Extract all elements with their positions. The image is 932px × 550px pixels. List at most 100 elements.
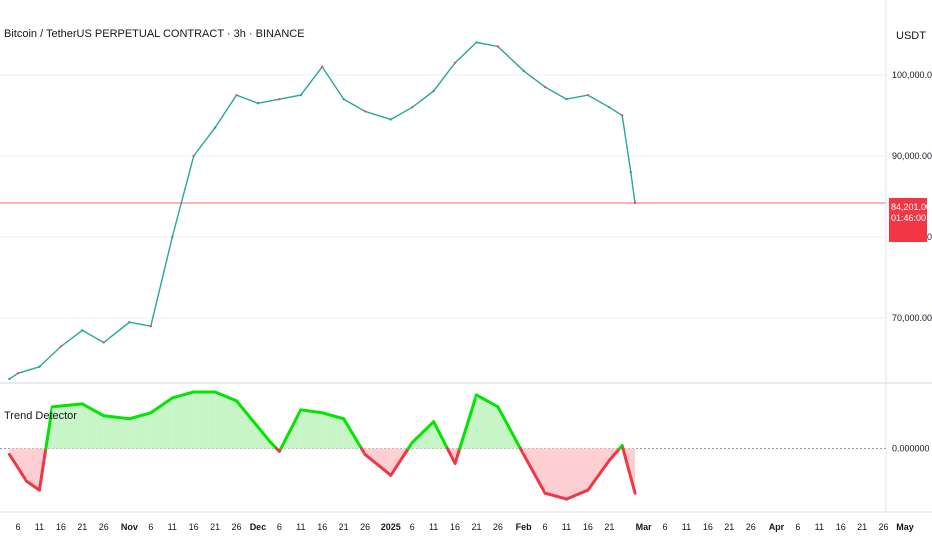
currency-label[interactable]: USDT — [896, 30, 926, 42]
time-tick-label: 16 — [317, 522, 327, 532]
price-point — [608, 106, 611, 109]
price-point — [235, 93, 238, 97]
time-tick-label: 26 — [99, 522, 109, 532]
time-tick-label: 21 — [210, 522, 220, 532]
price-point — [256, 102, 260, 105]
bull-fill-area — [82, 403, 104, 449]
time-tick-label: 16 — [703, 522, 713, 532]
last-price-value: 84,201.000000 — [891, 202, 932, 212]
bear-trend-line — [621, 447, 637, 495]
bull-trend-line — [102, 414, 131, 421]
time-tick-label: 21 — [471, 522, 481, 532]
price-point — [389, 118, 392, 121]
bull-trend-line — [235, 399, 273, 445]
price-point — [59, 345, 63, 348]
time-tick-label: 6 — [795, 522, 800, 532]
bull-trend-line — [496, 405, 522, 450]
price-point — [128, 320, 131, 324]
bull-trend-line — [320, 411, 346, 421]
trend-detector-pane[interactable] — [0, 390, 886, 501]
time-tick-label: 21 — [77, 522, 87, 532]
time-tick-label: 6 — [15, 522, 20, 532]
time-tick-label: 6 — [543, 522, 548, 532]
time-tick-label: 2025 — [381, 522, 401, 532]
bull-trend-line — [170, 390, 196, 400]
time-tick-label: Apr — [769, 522, 785, 532]
price-point — [81, 329, 84, 332]
bull-trend-line — [342, 417, 364, 450]
bear-trend-line — [389, 447, 410, 477]
price-point — [496, 45, 500, 48]
price-point — [565, 97, 568, 101]
bull-trend-line — [432, 420, 449, 450]
time-tick-label: 16 — [56, 522, 66, 532]
price-point — [453, 61, 457, 64]
time-tick-label: 16 — [583, 522, 593, 532]
time-tick-label: 26 — [879, 522, 889, 532]
time-tick-label: 6 — [663, 522, 668, 532]
price-point — [299, 93, 303, 97]
bull-trend-line — [44, 405, 54, 450]
bull-trend-line — [80, 402, 106, 418]
bear-trend-line — [607, 447, 622, 462]
bear-trend-line — [7, 452, 29, 483]
bull-trend-line — [458, 393, 478, 450]
time-tick-label: 21 — [604, 522, 614, 532]
time-tick-label: 26 — [360, 522, 370, 532]
bear-fill-area — [545, 448, 567, 500]
bear-fill-area — [587, 448, 610, 491]
bull-trend-line — [474, 393, 500, 409]
bull-fill-area — [172, 391, 194, 449]
price-point — [171, 235, 174, 239]
price-point — [586, 93, 590, 97]
time-tick-label: 26 — [746, 522, 756, 532]
time-tick-label: 16 — [189, 522, 199, 532]
price-point — [38, 365, 41, 368]
symbol-title: Bitcoin / TetherUS PERPETUAL CONTRACT · … — [4, 28, 305, 40]
price-point — [543, 85, 547, 89]
indicator-tick-label: 0.000000 — [892, 444, 930, 454]
time-tick-label: Nov — [121, 522, 138, 532]
bear-trend-line — [25, 479, 41, 492]
time-tick-label: 11 — [429, 522, 438, 532]
time-tick-label: 21 — [857, 522, 867, 532]
bull-fill-area — [193, 391, 216, 449]
bull-trend-line — [299, 408, 324, 415]
price-tick-label: 70,000.000000 — [892, 313, 932, 323]
price-point — [620, 114, 624, 117]
bear-trend-line — [445, 447, 457, 465]
price-point — [342, 97, 345, 101]
time-tick-label: 11 — [562, 522, 571, 532]
time-tick-label: 11 — [168, 522, 177, 532]
bull-fill-area — [215, 391, 237, 449]
time-tick-label: 11 — [35, 522, 44, 532]
price-point — [149, 325, 153, 328]
price-point — [432, 89, 435, 93]
bull-fill-area — [300, 409, 323, 449]
bear-fill-area — [566, 448, 588, 500]
price-point — [411, 106, 414, 109]
bear-trend-line — [453, 447, 462, 465]
last-price-tag: 84,201.000000 01:46:00 — [889, 198, 932, 242]
time-tick-label: 11 — [815, 522, 824, 532]
bull-trend-line — [410, 420, 436, 445]
time-tick-label: 6 — [148, 522, 153, 532]
bull-trend-line — [279, 408, 303, 450]
countdown-value: 01:46:00 — [891, 213, 927, 223]
bull-fill-area — [476, 394, 498, 449]
bear-trend-line — [543, 491, 568, 501]
bull-fill-area — [129, 412, 151, 449]
price-point — [8, 377, 11, 381]
axes: 70,000.00000080,000.00000090,000.0000001… — [0, 0, 932, 532]
time-tick-label: 26 — [493, 522, 503, 532]
bull-fill-area — [322, 412, 344, 449]
time-tick-label: Feb — [516, 522, 533, 532]
time-tick-label: May — [896, 522, 914, 532]
grid-lines — [0, 74, 886, 319]
bull-trend-line — [127, 411, 153, 421]
time-tick-label: 6 — [277, 522, 282, 532]
indicator-title[interactable]: Trend Detector — [4, 410, 77, 422]
price-chart[interactable] — [0, 41, 886, 381]
time-tick-label: 16 — [836, 522, 846, 532]
